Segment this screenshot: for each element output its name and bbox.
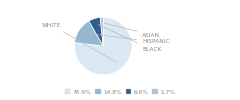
Wedge shape <box>89 17 103 46</box>
Wedge shape <box>100 17 103 46</box>
Wedge shape <box>75 21 103 46</box>
Legend: 76.9%, 14.8%, 6.6%, 1.7%: 76.9%, 14.8%, 6.6%, 1.7% <box>63 87 177 97</box>
Text: BLACK: BLACK <box>98 25 161 52</box>
Text: WHITE: WHITE <box>42 23 116 62</box>
Text: ASIAN: ASIAN <box>105 23 160 38</box>
Wedge shape <box>74 17 132 75</box>
Text: HISPANIC: HISPANIC <box>86 33 170 44</box>
